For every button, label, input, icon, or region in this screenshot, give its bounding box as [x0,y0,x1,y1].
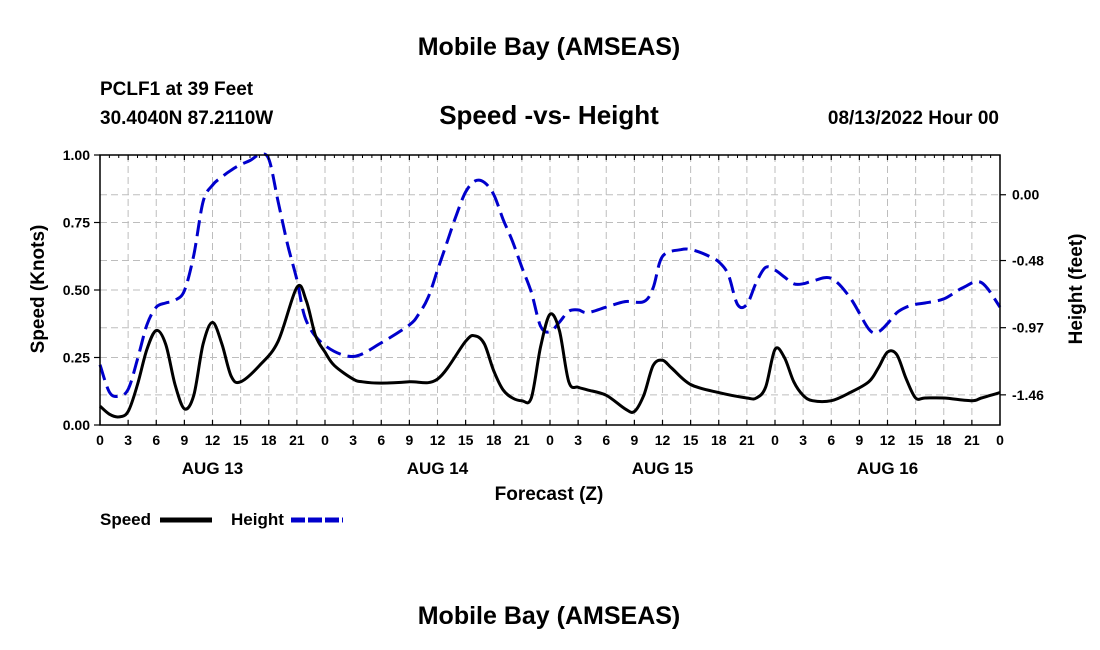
axes-layer: 0 3 6 9 12 15 18 21 0 3 6 9 12 15 18 21 0 3 6 9 12 15 18 21 0 3 6 9… [63,147,1044,478]
y-left-tick-label: 1.00 [63,147,90,163]
x-tick-label: 15 [458,432,474,448]
y-left-tick-label: 0.75 [63,215,90,231]
x-tick-label: 21 [964,432,980,448]
y-left-tick-label: 0.00 [63,417,90,433]
x-tick-label: 18 [711,432,727,448]
x-tick-label: 6 [152,432,160,448]
height-series-line [98,152,1002,399]
x-tick-label: 0 [771,432,779,448]
x-axis-label: Forecast (Z) [495,484,604,505]
day-label: AUG 16 [857,459,918,478]
y-left-tick-label: 0.50 [63,282,90,298]
x-tick-label: 15 [683,432,699,448]
x-tick-label: 6 [377,432,385,448]
series-layer [98,152,1002,419]
y-right-tick-label: -0.97 [1012,320,1044,336]
y-axis-left-label: Speed (Knots) [28,225,49,354]
chart-subtitle: Speed -vs- Height [439,100,659,130]
x-tick-label: 3 [574,432,582,448]
x-tick-label: 9 [855,432,863,448]
grid-lines [100,155,1000,425]
y-axis-right-label: Height (feet) [1066,234,1087,345]
chart-title: Mobile Bay (AMSEAS) [418,33,681,61]
x-tick-label: 0 [546,432,554,448]
y-right-tick-label: -0.48 [1012,253,1044,269]
x-tick-label: 12 [430,432,446,448]
speed-series-line [98,283,1001,419]
x-tick-label: 21 [289,432,305,448]
x-tick-label: 0 [996,432,1004,448]
x-tick-label: 3 [799,432,807,448]
legend-speed-label: Speed [100,510,151,529]
y-right-tick-label: 0.00 [1012,187,1039,203]
x-tick-label: 3 [124,432,132,448]
location-label: 30.4040N 87.2110W [100,108,273,129]
station-label: PCLF1 at 39 Feet [100,79,254,100]
legend-height-label: Height [231,510,284,529]
footer-title: Mobile Bay (AMSEAS) [418,602,681,630]
x-tick-label: 18 [261,432,277,448]
x-tick-label: 9 [405,432,413,448]
x-tick-label: 21 [739,432,755,448]
y-left-tick-label: 0.25 [63,350,90,366]
x-tick-label: 6 [827,432,835,448]
day-label: AUG 15 [632,459,693,478]
legend: Speed Height [100,510,343,529]
x-tick-label: 9 [630,432,638,448]
x-tick-label: 9 [180,432,188,448]
x-tick-label: 3 [349,432,357,448]
day-label: AUG 13 [182,459,243,478]
day-label: AUG 14 [407,459,469,478]
x-tick-label: 18 [936,432,952,448]
x-tick-label: 12 [655,432,671,448]
x-tick-label: 12 [205,432,221,448]
y-right-tick-label: -1.46 [1012,387,1044,403]
x-tick-label: 21 [514,432,530,448]
x-tick-label: 18 [486,432,502,448]
x-tick-label: 15 [233,432,249,448]
x-tick-label: 12 [880,432,896,448]
run-time-label: 08/13/2022 Hour 00 [828,108,999,129]
x-tick-label: 0 [96,432,104,448]
x-tick-label: 6 [602,432,610,448]
x-tick-label: 15 [908,432,924,448]
x-tick-label: 0 [321,432,329,448]
